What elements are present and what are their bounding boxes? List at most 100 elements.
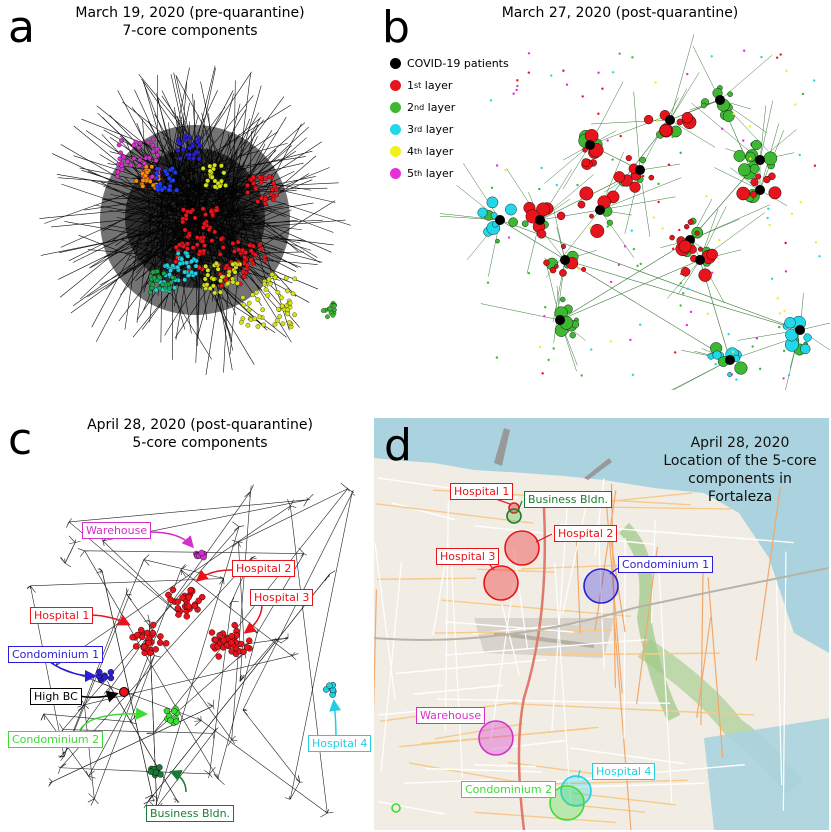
node — [173, 244, 179, 250]
edge — [499, 219, 801, 331]
road — [391, 502, 456, 521]
map-label-condominium1: Condominium 1 — [618, 556, 714, 573]
edge — [60, 763, 66, 769]
node — [751, 345, 754, 348]
node — [257, 242, 262, 248]
node — [495, 238, 500, 244]
legend-dot — [390, 146, 401, 157]
map-markers — [391, 502, 619, 821]
edge — [231, 491, 251, 740]
road — [474, 764, 537, 768]
edge — [143, 559, 150, 566]
edge — [180, 569, 186, 577]
node — [698, 268, 712, 282]
node — [597, 112, 600, 115]
node — [678, 228, 681, 232]
node — [253, 290, 259, 295]
edge — [59, 755, 65, 758]
panel-c-title-line2: 5-core components — [132, 435, 268, 451]
road — [425, 767, 542, 773]
node — [763, 175, 771, 184]
edge — [48, 778, 53, 782]
node — [118, 150, 123, 156]
high-bc-node — [119, 687, 129, 697]
node — [730, 373, 734, 376]
road — [554, 562, 572, 808]
label-high-bc: High BC — [30, 688, 82, 705]
node — [671, 247, 675, 250]
edge — [290, 505, 328, 814]
node — [250, 261, 256, 267]
edge — [295, 778, 300, 783]
node — [262, 257, 268, 263]
edge — [126, 593, 232, 740]
node — [179, 256, 185, 262]
edge — [539, 209, 601, 221]
edge — [63, 559, 145, 757]
edge — [204, 770, 210, 775]
node — [559, 269, 567, 277]
node — [173, 259, 179, 265]
edge — [180, 569, 292, 657]
node — [140, 178, 146, 183]
node — [516, 79, 519, 82]
node — [639, 262, 642, 266]
node — [184, 246, 190, 252]
patient-node — [635, 165, 645, 175]
road — [376, 503, 534, 524]
edge — [143, 801, 149, 805]
node — [552, 347, 555, 350]
node — [606, 219, 613, 226]
node — [590, 348, 593, 351]
node — [137, 157, 143, 163]
edge — [559, 239, 691, 321]
node — [137, 140, 143, 146]
patient-node — [725, 355, 735, 365]
node — [641, 174, 645, 178]
node — [253, 252, 258, 258]
node — [228, 632, 235, 640]
road — [376, 577, 476, 580]
edge — [307, 493, 314, 501]
map-label-hospital2: Hospital 2 — [554, 525, 618, 542]
node — [230, 261, 236, 267]
road — [613, 622, 632, 830]
node — [205, 268, 211, 273]
label-business: Business Bldn. — [146, 805, 235, 822]
node — [172, 170, 178, 175]
node — [204, 282, 210, 288]
node — [257, 314, 262, 320]
node — [636, 264, 639, 267]
node — [191, 156, 196, 161]
edge — [284, 797, 291, 800]
node — [194, 242, 200, 248]
node — [267, 281, 273, 287]
node — [248, 248, 254, 254]
node — [136, 163, 142, 169]
road — [501, 603, 520, 676]
edge — [79, 550, 85, 558]
node — [597, 71, 600, 74]
marker-hospital2 — [504, 530, 540, 566]
edge — [129, 655, 155, 722]
node — [671, 135, 674, 139]
map-label-hospital4: Hospital 4 — [592, 763, 656, 780]
road — [491, 739, 565, 750]
edge — [101, 570, 153, 796]
node — [241, 274, 247, 280]
node — [235, 280, 240, 286]
edge — [669, 34, 695, 121]
edge — [153, 488, 348, 734]
node — [609, 280, 613, 284]
node — [790, 212, 794, 215]
node — [784, 317, 796, 329]
node — [151, 275, 157, 281]
node — [280, 321, 286, 327]
node — [683, 224, 690, 230]
node — [115, 169, 121, 175]
node — [611, 158, 614, 161]
node — [197, 249, 203, 254]
edge — [320, 812, 328, 818]
node — [669, 234, 675, 241]
